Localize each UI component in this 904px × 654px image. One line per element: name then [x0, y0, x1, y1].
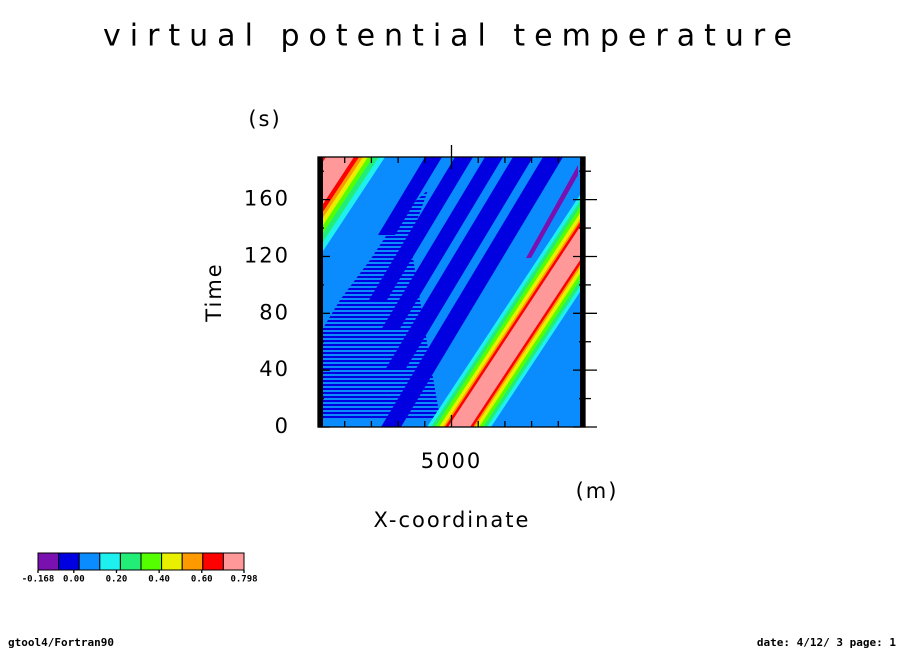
y-tick-label: 80	[259, 300, 290, 324]
colorbar-swatch	[119, 552, 142, 571]
footer-right: date: 4/12/ 3 page: 1	[757, 636, 896, 649]
y-unit: (s)	[248, 107, 281, 131]
frame-bar-right	[580, 157, 585, 427]
contour-region	[381, 157, 503, 330]
contour-region	[525, 164, 579, 259]
y-tick-label: 0	[275, 414, 290, 438]
x-tick-label: 5000	[421, 449, 482, 473]
contour-region	[443, 211, 585, 427]
colorbar-label: 0.20	[106, 575, 128, 585]
colorbar-swatch	[161, 552, 183, 571]
colorbar-swatch	[181, 552, 204, 571]
y-tick-label: 160	[244, 187, 290, 211]
contour-region	[368, 157, 474, 300]
colorbar-label: 0.40	[148, 575, 170, 585]
contour-region	[318, 157, 354, 212]
contour-region	[381, 157, 563, 427]
colorbar-label: 0.798	[230, 575, 257, 585]
axes: 0 40 80 120 160 5000 -0.168 0.00 0.20 0.40 0.60 0.7…	[22, 145, 597, 585]
footer-left: gtool4/Fortran90	[8, 636, 114, 649]
contour-region	[435, 199, 585, 427]
colorbar-label: 0.00	[63, 575, 85, 585]
colorbar-swatch	[99, 552, 121, 571]
frame-bar-left	[318, 157, 323, 427]
chart-title: virtual potential temperature	[103, 19, 801, 54]
colorbar-swatch	[140, 552, 163, 571]
y-axis-label: Time	[202, 262, 226, 322]
colorbar-swatch	[37, 552, 60, 571]
colorbar-label: -0.168	[22, 575, 55, 585]
contour-region	[431, 193, 585, 427]
x-axis-label: X-coordinate	[374, 508, 531, 532]
colorbar-swatch	[222, 552, 245, 571]
colorbar-swatch	[58, 552, 80, 571]
plot-area	[318, 157, 585, 427]
x-unit: (m)	[576, 479, 619, 503]
colorbar-swatch	[202, 552, 224, 571]
contour-region	[445, 214, 585, 427]
contour-region	[448, 219, 585, 427]
contour-region	[427, 187, 585, 427]
contour-region	[378, 157, 442, 236]
contour-region	[439, 205, 585, 427]
colorbar-label: 0.60	[191, 575, 213, 585]
y-tick-label: 120	[244, 243, 290, 267]
contour-region	[385, 157, 534, 371]
y-tick-label: 40	[259, 357, 290, 381]
colorbar-swatch	[78, 552, 101, 571]
